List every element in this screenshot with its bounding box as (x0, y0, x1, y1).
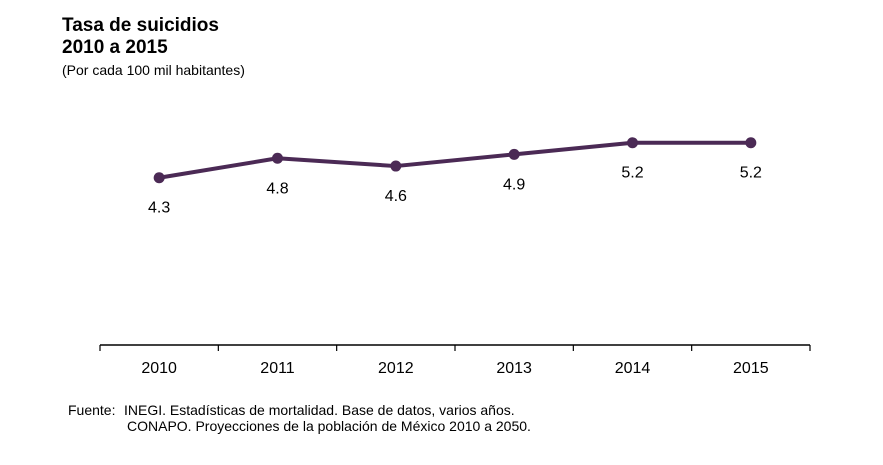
data-point-marker (627, 137, 638, 149)
data-label: 5.2 (740, 165, 762, 182)
x-tick-labels: 2010 2011 2012 2013 2014 2015 (141, 360, 768, 377)
x-tick-label: 2011 (260, 360, 295, 377)
source-line-2: CONAPO. Proyecciones de la población de … (127, 418, 531, 434)
x-tick-label: 2012 (378, 360, 414, 377)
x-axis (99, 344, 811, 351)
chart-title: Tasa de suicidios 2010 a 2015 (62, 15, 219, 59)
x-tick-label: 2013 (496, 360, 532, 377)
chart-title-line2: 2010 a 2015 (62, 37, 168, 58)
data-label: 4.9 (503, 176, 525, 193)
data-point-marker (508, 148, 520, 160)
data-label: 4.3 (148, 200, 170, 217)
chart-title-line1: Tasa de suicidios (62, 15, 219, 36)
data-point-marker (390, 160, 402, 172)
data-point-marker (745, 137, 757, 149)
data-label: 4.8 (266, 180, 288, 197)
source-label: Fuente: (68, 402, 116, 418)
series-line (158, 140, 751, 180)
series-line-group (153, 137, 757, 184)
x-tick-label: 2014 (615, 360, 651, 377)
chart-subtitle: (Por cada 100 mil habitantes) (62, 62, 245, 78)
data-labels: 4.3 4.8 4.6 4.9 5.2 5.2 (148, 165, 762, 217)
data-label: 4.6 (385, 188, 407, 205)
x-tick-label: 2010 (141, 360, 177, 377)
data-label: 5.2 (621, 165, 643, 182)
data-point-marker (272, 152, 283, 164)
source-line-1: INEGI. Estadísticas de mortalidad. Base … (124, 402, 515, 418)
x-tick-label: 2015 (733, 360, 769, 377)
data-point-marker (153, 172, 165, 184)
